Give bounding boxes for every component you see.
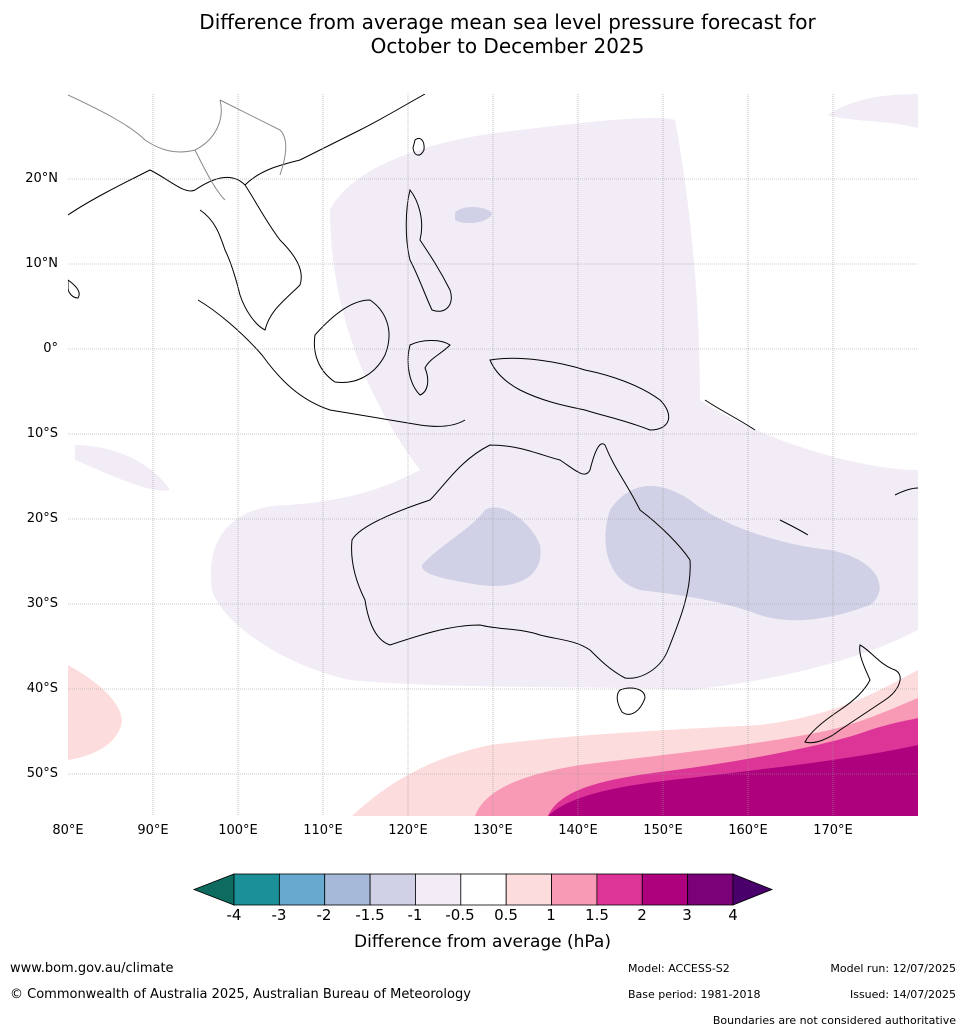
colorbar-segment xyxy=(551,873,598,906)
title-line-2: October to December 2025 xyxy=(370,34,645,58)
colorbar-segment xyxy=(369,873,416,906)
colorbar-segment xyxy=(415,873,462,906)
colorbar xyxy=(192,873,774,906)
colorbar-tick: 4 xyxy=(728,906,738,924)
colorbar-tick: 0.5 xyxy=(494,906,518,924)
lat-label-10s: 10°S xyxy=(26,426,58,441)
new-guinea-coastline xyxy=(489,357,670,431)
lat-label-30s: 30°S xyxy=(26,596,58,611)
colorbar-segment xyxy=(687,873,734,906)
lon-label-90e: 90°E xyxy=(137,823,169,838)
colorbar-segment xyxy=(324,873,371,906)
sri-lanka-coastline xyxy=(68,279,80,299)
sumatra-java-coastline xyxy=(197,299,466,427)
lat-label-40s: 40°S xyxy=(26,681,58,696)
colorbar-segment xyxy=(596,873,643,906)
lon-label-120e: 120°E xyxy=(388,823,428,838)
colorbar-segment xyxy=(641,873,689,906)
colorbar-tick: -3 xyxy=(271,906,287,924)
region-positive-west xyxy=(68,665,122,760)
map-title: Difference from average mean sea level p… xyxy=(0,10,965,58)
gridlines xyxy=(68,94,918,816)
lon-label-110e: 110°E xyxy=(303,823,343,838)
colorbar-segment xyxy=(278,873,326,906)
country-borders xyxy=(68,94,287,201)
lon-label-130e: 130°E xyxy=(473,823,513,838)
colorbar-title: Difference from average (hPa) xyxy=(354,932,611,952)
colorbar-tick: 2 xyxy=(637,906,647,924)
region-positive-2 xyxy=(548,745,918,816)
lat-label-10n: 10°N xyxy=(25,256,58,271)
website-link[interactable]: www.bom.gov.au/climate xyxy=(10,961,174,976)
lon-label-150e: 150°E xyxy=(643,823,683,838)
title-line-1: Difference from average mean sea level p… xyxy=(199,10,816,34)
lon-label-100e: 100°E xyxy=(218,823,258,838)
asia-mainland-coastline xyxy=(68,94,426,331)
colorbar-tick: -2 xyxy=(316,906,332,924)
philippines-coastline xyxy=(405,188,452,312)
boundaries-disclaimer: Boundaries are not considered authoritat… xyxy=(712,1014,956,1027)
colorbar-tick: -1 xyxy=(407,906,423,924)
colorbar-segment xyxy=(460,873,507,906)
colorbar-segment xyxy=(233,873,280,906)
model-name: Model: ACCESS-S2 xyxy=(628,962,730,975)
australia-coastline xyxy=(351,443,691,679)
region-light-negative-ne xyxy=(828,94,918,128)
borneo-coastline xyxy=(313,299,390,384)
model-run-date: Model run: 12/07/2025 xyxy=(830,962,956,975)
lat-label-0: 0° xyxy=(43,341,58,356)
lon-label-170e: 170°E xyxy=(813,823,853,838)
colorbar-tick: 1 xyxy=(546,906,556,924)
colorbar-tick: 1.5 xyxy=(585,906,609,924)
colorbar-segment xyxy=(505,873,552,906)
tasmania-coastline xyxy=(616,687,646,715)
lon-label-140e: 140°E xyxy=(558,823,598,838)
colorbar-tick: -0.5 xyxy=(445,906,475,924)
issued-date: Issued: 14/07/2025 xyxy=(849,988,956,1001)
lon-label-160e: 160°E xyxy=(728,823,768,838)
lat-label-50s: 50°S xyxy=(26,766,58,781)
new-zealand-coastline xyxy=(804,644,901,744)
pacific-islands xyxy=(704,399,918,536)
lon-label-80e: 80°E xyxy=(52,823,84,838)
base-period: Base period: 1981-2018 xyxy=(628,988,761,1001)
anomaly-field xyxy=(68,94,918,816)
colorbar-tick: 3 xyxy=(682,906,692,924)
region-light-negative-indian xyxy=(75,445,170,491)
taiwan-coastline xyxy=(412,137,425,156)
colorbar-extend-low xyxy=(192,873,235,906)
region-negative-central-australia xyxy=(421,507,541,586)
colorbar-tick: -1.5 xyxy=(355,906,385,924)
sulawesi-coastline xyxy=(407,340,451,396)
copyright-text: © Commonwealth of Australia 2025, Austra… xyxy=(10,987,471,1002)
lat-label-20n: 20°N xyxy=(25,171,58,186)
colorbar-extend-high xyxy=(732,873,774,906)
lat-label-20s: 20°S xyxy=(26,511,58,526)
region-negative-philippine-sea xyxy=(455,207,492,224)
colorbar-tick: -4 xyxy=(226,906,242,924)
region-negative-tasman xyxy=(605,486,880,621)
